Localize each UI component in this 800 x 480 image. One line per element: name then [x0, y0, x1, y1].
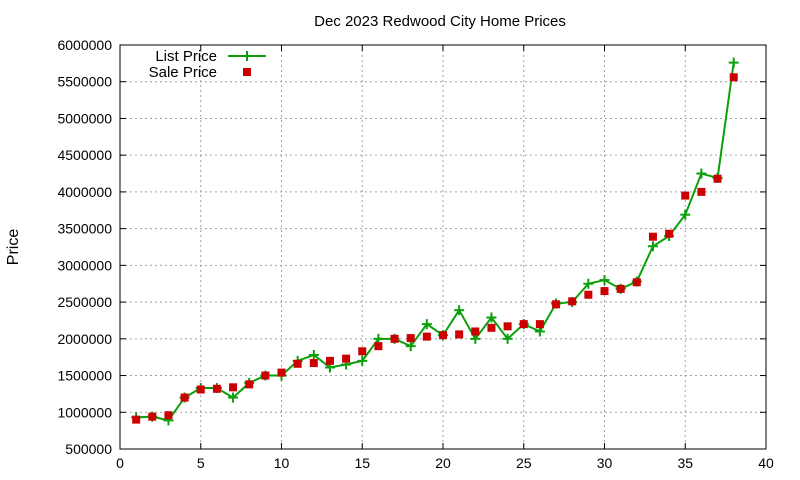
point-list-price: [228, 392, 239, 403]
point-list-price: [470, 333, 481, 344]
point-sale-price: [713, 174, 722, 183]
point-sale-price: [584, 290, 593, 299]
point-list-price: [696, 168, 707, 179]
point-sale-price: [600, 287, 609, 296]
x-tick-label: 35: [677, 455, 693, 471]
y-axis-label: Price: [5, 229, 22, 266]
point-list-price: [647, 241, 658, 252]
axis-ticks: [119, 44, 767, 450]
point-list-price: [373, 333, 384, 344]
y-tick-label: 4500000: [57, 147, 112, 163]
point-sale-price: [212, 384, 221, 393]
point-list-price: [680, 209, 691, 220]
point-list-price: [454, 305, 465, 316]
point-sale-price: [729, 73, 738, 82]
point-sale-price: [229, 383, 238, 392]
legend-marker-list-price: [242, 51, 252, 61]
point-list-price: [308, 349, 319, 360]
x-tick-label: 30: [597, 455, 613, 471]
point-sale-price: [342, 354, 351, 363]
x-tick-label: 5: [197, 455, 205, 471]
x-tick-label: 15: [354, 455, 370, 471]
x-tick-label: 25: [516, 455, 532, 471]
legend: List Price Sale Price: [149, 48, 266, 81]
point-sale-price: [632, 278, 641, 287]
point-sale-price: [325, 356, 334, 365]
point-list-price: [728, 57, 739, 68]
y-tick-label: 3500000: [57, 221, 112, 237]
point-sale-price: [422, 332, 431, 341]
x-tick-label: 0: [116, 455, 124, 471]
point-sale-price: [390, 334, 399, 343]
point-sale-price: [196, 385, 205, 394]
point-list-price: [502, 333, 513, 344]
point-sale-price: [616, 284, 625, 293]
point-sale-price: [455, 330, 464, 339]
point-sale-price: [552, 300, 561, 309]
grid: [120, 45, 766, 449]
x-tick-label: 40: [758, 455, 774, 471]
y-tick-label: 5000000: [57, 110, 112, 126]
point-sale-price: [180, 393, 189, 402]
point-list-price: [486, 312, 497, 323]
point-list-price: [405, 341, 416, 352]
point-list-price: [357, 355, 368, 366]
point-sale-price: [261, 371, 270, 380]
point-list-price: [421, 319, 432, 330]
point-sale-price: [358, 347, 367, 356]
point-sale-price: [568, 297, 577, 306]
y-tick-label: 2500000: [57, 294, 112, 310]
y-tick-label: 1000000: [57, 404, 112, 420]
point-sale-price: [439, 331, 447, 340]
y-tick-label: 500000: [65, 441, 112, 457]
y-tick-label: 2000000: [57, 331, 112, 347]
series-line-list-price: [136, 62, 735, 422]
point-sale-price: [665, 229, 674, 238]
point-sale-price: [535, 320, 544, 329]
point-list-price: [583, 278, 594, 289]
point-sale-price: [277, 368, 286, 377]
point-sale-price: [164, 411, 173, 420]
y-tick-label: 1500000: [57, 368, 112, 384]
y-tick-label: 6000000: [57, 37, 112, 53]
point-sale-price: [471, 327, 480, 336]
point-sale-price: [309, 359, 318, 368]
point-sale-price: [648, 232, 657, 241]
x-tick-label: 10: [274, 455, 290, 471]
legend-swatch-sale-price: [243, 68, 251, 76]
y-tick-label: 4000000: [57, 184, 112, 200]
tick-labels: 0 5 10 15 20 25 30 35 40 500000 1000000 1500000 2000…: [57, 37, 774, 471]
legend-label-list-price: List Price: [155, 48, 217, 65]
point-sale-price: [681, 191, 690, 200]
series: [131, 57, 739, 426]
y-tick-label: 5500000: [57, 74, 112, 90]
point-sale-price: [374, 342, 383, 351]
chart-title: Dec 2023 Redwood City Home Prices: [314, 13, 566, 30]
point-sale-price: [406, 334, 415, 343]
point-sale-price: [697, 187, 706, 196]
x-tick-label: 20: [435, 455, 451, 471]
point-sale-price: [132, 415, 141, 424]
legend-label-sale-price: Sale Price: [149, 64, 217, 81]
y-tick-label: 3000000: [57, 257, 112, 273]
point-sale-price: [293, 359, 302, 368]
point-sale-price: [245, 380, 254, 389]
point-sale-price: [487, 323, 496, 332]
point-sale-price: [503, 322, 512, 331]
point-list-price: [534, 326, 545, 337]
point-sale-price: [519, 320, 528, 329]
point-sale-price: [148, 412, 157, 421]
point-list-price: [599, 275, 610, 286]
